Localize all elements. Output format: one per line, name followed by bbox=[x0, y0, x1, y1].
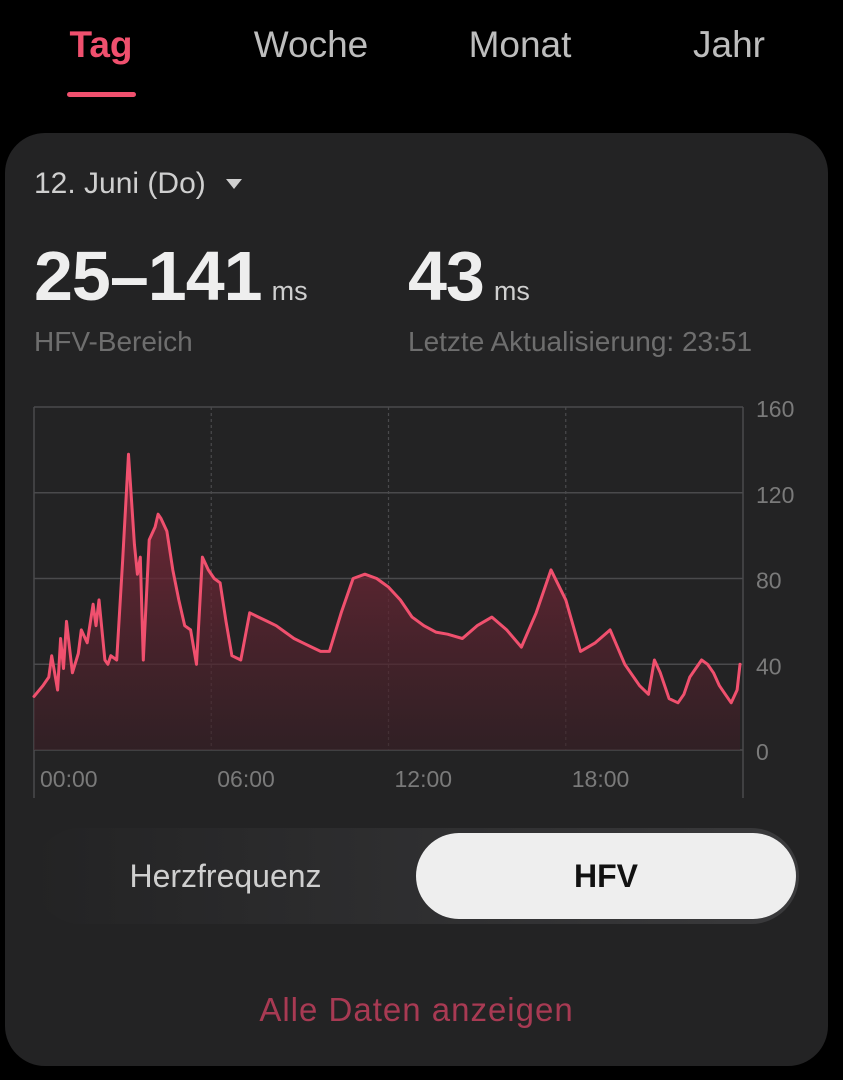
metric-toggle: Herzfrequenz HFV bbox=[33, 828, 799, 924]
hrv-range-value: 25–141 bbox=[34, 237, 263, 315]
tab-week[interactable]: Woche bbox=[253, 24, 369, 65]
x-tick-label: 12:00 bbox=[395, 766, 453, 792]
hrv-range-label: HFV-Bereich bbox=[34, 326, 193, 357]
date-label: 12. Juni (Do) bbox=[34, 167, 206, 200]
hrv-range-stat: 25–141 ms bbox=[34, 241, 308, 311]
hrv-latest-stat: 43 ms bbox=[408, 241, 530, 311]
y-tick-label: 120 bbox=[756, 482, 794, 508]
y-tick-label: 0 bbox=[756, 739, 769, 765]
hrv-chart: 0 40 80 120 160 00:00 06:00 12:00 18:00 bbox=[5, 373, 828, 813]
y-tick-label: 160 bbox=[756, 396, 794, 422]
hrv-area bbox=[34, 454, 740, 750]
period-tabs: Tag Woche Monat Jahr bbox=[0, 0, 843, 110]
hrv-range-unit: ms bbox=[271, 276, 308, 306]
active-tab-indicator bbox=[67, 92, 136, 97]
x-tick-label: 00:00 bbox=[40, 766, 98, 792]
hrv-chart-svg: 0 40 80 120 160 00:00 06:00 12:00 18:00 bbox=[32, 396, 794, 798]
show-all-data-link[interactable]: Alle Daten anzeigen bbox=[259, 991, 574, 1028]
hrv-line bbox=[32, 452, 742, 705]
toggle-hrv[interactable]: HFV bbox=[416, 833, 796, 919]
x-tick-label: 18:00 bbox=[572, 766, 630, 792]
hrv-card: 12. Juni (Do) 25–141 ms HFV-Bereich 43 m… bbox=[5, 133, 828, 1066]
x-tick-label: 06:00 bbox=[217, 766, 275, 792]
last-update-label: Letzte Aktualisierung: 23:51 bbox=[408, 326, 753, 357]
y-tick-label: 80 bbox=[756, 568, 782, 594]
y-tick-label: 40 bbox=[756, 653, 782, 679]
date-dropdown[interactable]: 12. Juni (Do) bbox=[34, 167, 242, 201]
toggle-heart-rate[interactable]: Herzfrequenz bbox=[129, 857, 322, 894]
tab-day[interactable]: Tag bbox=[69, 24, 133, 65]
hrv-latest-unit: ms bbox=[493, 276, 530, 306]
hrv-latest-value: 43 bbox=[408, 237, 485, 315]
tab-month[interactable]: Monat bbox=[468, 24, 572, 65]
tab-year[interactable]: Jahr bbox=[693, 24, 765, 65]
chevron-down-icon bbox=[225, 179, 242, 189]
